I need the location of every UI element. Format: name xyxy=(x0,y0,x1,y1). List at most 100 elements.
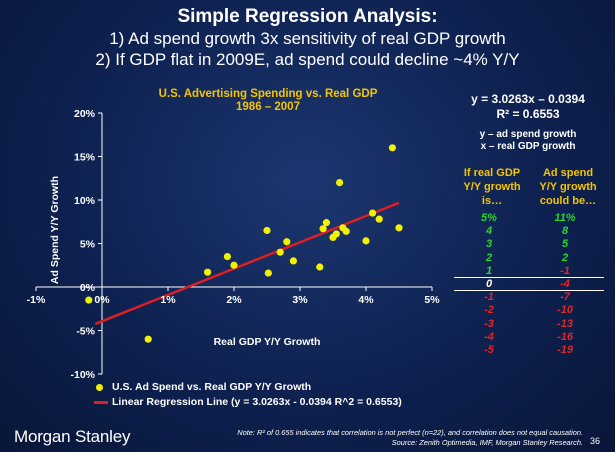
sensitivity-ad-value: -7 xyxy=(560,291,570,304)
data-point xyxy=(263,226,271,235)
x-tick-label: 3% xyxy=(292,294,308,306)
header-gdp-line: is… xyxy=(481,195,503,207)
y-tick-label: 10% xyxy=(74,195,96,207)
sensitivity-row: 0 -4 xyxy=(454,278,604,291)
variable-definitions: y – ad spend growth x – real GDP growth xyxy=(448,129,608,153)
legend-marker-line xyxy=(94,401,108,404)
sensitivity-header-ad: Ad spend Y/Y growth could be… xyxy=(530,166,606,208)
sensitivity-ad-value: -19 xyxy=(557,344,573,356)
data-point xyxy=(316,263,324,271)
sensitivity-ad-value: 11% xyxy=(554,212,576,224)
y-tick-label: 15% xyxy=(74,152,96,164)
header-ad-line: Ad spend xyxy=(542,167,594,179)
tick-labels-layer: -1% 0% 1% 2% 3% 4% 5% -10% -5% 0% 5% 10% 15% 20% xyxy=(27,108,441,381)
x-tick-label: 5% xyxy=(424,294,440,306)
chart-title-block: U.S. Advertising Spending vs. Real GDP 1… xyxy=(118,88,418,114)
legend-label-line: Linear Regression Line (y = 3.0263x - 0.… xyxy=(112,396,402,408)
sensitivity-gdp-value: 3 xyxy=(485,238,493,251)
y-tick-label: 5% xyxy=(80,239,96,251)
sensitivity-ad-value: 2 xyxy=(561,251,569,264)
sensitivity-ad-value: 5 xyxy=(561,238,569,251)
x-tick-label: 2% xyxy=(226,294,242,306)
regression-layer xyxy=(94,201,400,326)
regression-line xyxy=(94,201,400,326)
data-point xyxy=(144,335,152,343)
sensitivity-gdp-value: -1 xyxy=(484,291,494,304)
header-ad-line: Y/Y growth xyxy=(539,181,597,193)
axes-layer xyxy=(35,112,433,375)
brand-logo: Morgan Stanley xyxy=(14,427,131,446)
data-point xyxy=(319,225,327,233)
page-number: 36 xyxy=(590,436,601,446)
footnote: Note: R² of 0.655 indicates that correla… xyxy=(200,428,583,448)
sensitivity-gdp-value: 2 xyxy=(485,251,493,264)
definition-x: x – real GDP growth xyxy=(480,141,576,152)
x-tick-label: -1% xyxy=(27,294,46,306)
sensitivity-gdp-value: 5% xyxy=(481,212,497,224)
sensitivity-ad-value: -4 xyxy=(560,278,570,290)
data-point xyxy=(85,296,93,304)
sensitivity-row: -4 -16 xyxy=(454,331,604,344)
y-tick-label: 20% xyxy=(74,108,96,120)
data-point xyxy=(336,179,344,187)
table-divider xyxy=(454,290,604,292)
sensitivity-header-gdp: If real GDP Y/Y growth is… xyxy=(454,166,530,208)
page-subtitle-1: 1) Ad spend growth 3x sensitivity of rea… xyxy=(109,29,506,48)
x-tick-label: 0% xyxy=(94,294,110,306)
x-axis-label: Real GDP Y/Y Growth xyxy=(214,336,321,348)
x-tick-label: 1% xyxy=(160,294,176,306)
points-layer xyxy=(85,144,403,343)
definition-y: y – ad spend growth xyxy=(479,129,577,140)
sensitivity-row: 5% 11% xyxy=(454,212,604,225)
sensitivity-gdp-value: -5 xyxy=(484,344,494,356)
sensitivity-ad-value: -1 xyxy=(560,264,570,277)
data-point xyxy=(283,238,291,246)
header-gdp-line: If real GDP xyxy=(463,167,521,179)
footnote-source: Source: Zenith Optimedia, IMF, Morgan St… xyxy=(391,438,583,447)
header-gdp-line: Y/Y growth xyxy=(463,181,521,193)
data-point xyxy=(332,230,340,238)
sensitivity-ad-value: 8 xyxy=(561,225,569,238)
data-point xyxy=(369,209,377,217)
header-ad-line: could be… xyxy=(539,195,597,207)
sensitivity-row: 1 -1 xyxy=(454,265,604,278)
sensitivity-gdp-value: 4 xyxy=(485,225,493,238)
sensitivity-row: -1 -7 xyxy=(454,291,604,304)
y-axis-label: Ad Spend Y/Y Growth xyxy=(49,176,61,284)
header: Simple Regression Analysis: 1) Ad spend … xyxy=(0,6,615,70)
chart-title: U.S. Advertising Spending vs. Real GDP xyxy=(158,88,378,100)
sensitivity-ad-value: -13 xyxy=(557,317,573,330)
data-point xyxy=(342,227,350,235)
sensitivity-row: -3 -13 xyxy=(454,318,604,331)
legend-marker-dot xyxy=(96,384,103,391)
data-point xyxy=(289,257,297,265)
sensitivity-ad-value: -16 xyxy=(557,330,573,343)
regression-equation: y = 3.0263x – 0.0394 R² = 0.6553 xyxy=(448,92,608,122)
data-point xyxy=(276,248,284,256)
sensitivity-row: -5 -19 xyxy=(454,344,604,357)
legend-label-points: U.S. Ad Spend vs. Real GDP Y/Y Growth xyxy=(112,381,312,393)
y-tick-label: -5% xyxy=(76,326,95,338)
data-point xyxy=(223,252,231,261)
equation-r-squared: R² = 0.6553 xyxy=(496,107,560,121)
x-tick-label: 4% xyxy=(358,294,374,306)
data-point xyxy=(388,144,396,152)
y-tick-label: -10% xyxy=(70,369,95,381)
data-point xyxy=(230,261,238,269)
footnote-note: Note: R² of 0.655 indicates that correla… xyxy=(237,428,583,437)
sensitivity-gdp-value: -4 xyxy=(484,330,494,343)
sensitivity-row: -2 -10 xyxy=(454,304,604,317)
sensitivity-ad-value: -10 xyxy=(557,304,573,317)
page-subtitle-2: 2) If GDP flat in 2009E, ad spend could … xyxy=(95,50,520,69)
table-divider xyxy=(454,277,604,278)
sensitivity-gdp-value: -3 xyxy=(484,317,494,330)
equation-formula: y = 3.0263x – 0.0394 xyxy=(471,92,585,106)
data-point xyxy=(395,224,403,232)
chart-subtitle: 1986 – 2007 xyxy=(236,101,300,113)
sensitivity-gdp-value: 1 xyxy=(485,264,493,277)
sensitivity-gdp-value: -2 xyxy=(484,304,494,317)
